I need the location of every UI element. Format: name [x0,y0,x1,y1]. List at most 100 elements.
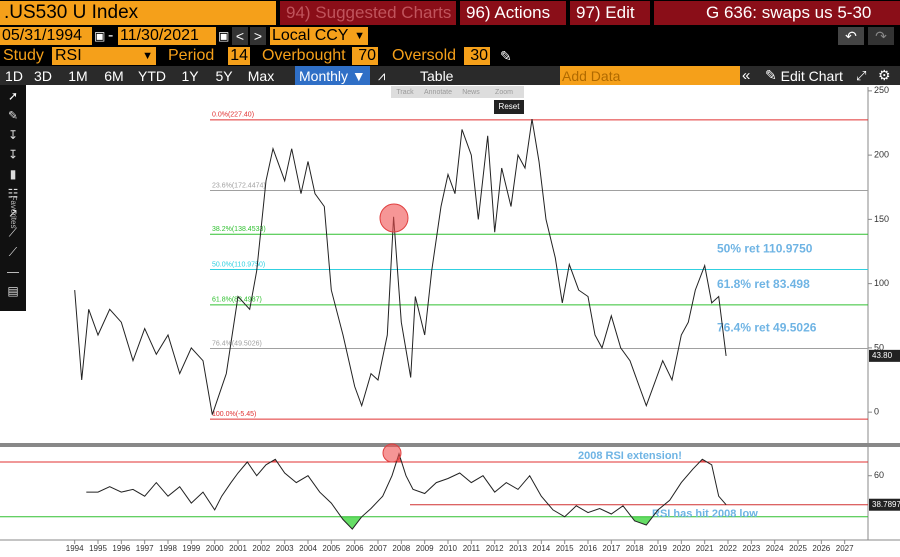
annotation: 2008 RSI extension! [578,450,682,462]
x-tick-label: 2008 [392,544,410,553]
tool-icon: ▤ [7,284,18,298]
frequency-select[interactable]: Monthly ▼ [295,66,370,85]
y-tick-label: 100 [874,278,889,288]
dropdown-arrow: ▼ [354,30,365,42]
y-tick-label: 250 [874,85,889,95]
x-tick-label: 1999 [182,544,200,553]
collapse-button[interactable]: « [742,67,751,84]
redo-button[interactable]: ↷ [868,27,894,45]
x-tick-label: 1997 [136,544,154,553]
x-tick-label: 2023 [742,544,760,553]
suggested-charts[interactable]: 94) Suggested Charts [280,1,456,25]
reset-button[interactable] [494,100,524,114]
tool-icon: ⟋ [9,226,18,240]
currency-select[interactable]: Local CCY ▼ [270,27,368,45]
study-label: Study [3,47,44,64]
last-value-label: 38.7897 [872,500,900,509]
settings-icon[interactable]: ⚙ [878,67,891,83]
x-tick-label: 1996 [112,544,130,553]
overlay-item: Zoom [495,89,513,96]
fib-level-label: 50.0%(110.9750) [212,261,265,268]
study-text: RSI [55,47,82,64]
reset-text: Reset [499,102,521,111]
dropdown-arrow: ▼ [142,50,153,62]
add-data-field[interactable]: Add Data [560,66,740,85]
y-tick-label: 60 [874,470,884,480]
table-button[interactable]: Table [420,67,454,84]
x-tick-label: 2011 [463,544,481,553]
tool-icon: — [7,265,19,279]
chart-background [0,85,900,557]
fib-level-label: 38.2%(138.4533) [212,226,266,233]
oversold-field[interactable]: 30 [464,47,490,65]
start-date[interactable]: 05/31/1994 [0,27,92,45]
favorites-label: Favorites [9,196,18,229]
period-button[interactable]: 1Y [181,67,199,84]
undo-button[interactable]: ↶ [838,27,864,45]
annotation: RSI has hit 2008 low [652,508,758,520]
overbought-field[interactable]: 70 [352,47,378,65]
overlay-item: News [462,89,480,96]
chart-type-icon[interactable]: ⩘ [378,67,386,83]
period-label: Period [168,47,215,64]
x-tick-label: 2016 [579,544,597,553]
date-separator: - [108,27,114,44]
x-tick-label: 2022 [719,544,737,553]
prev-button[interactable]: < [232,27,248,45]
edit-menu[interactable]: 97) Edit [570,1,650,25]
period-button[interactable]: YTD [138,67,166,84]
x-tick-label: 2021 [696,544,714,553]
tool-icon: ✎ [8,109,18,123]
x-tick-label: 2004 [299,544,317,553]
x-tick-label: 1995 [89,544,107,553]
period-field[interactable]: 14 [228,47,250,65]
x-tick-label: 2012 [486,544,504,553]
period-buttons: 1D 3D 1M 6M YTD 1Y 5Y Max [0,66,295,85]
x-tick-label: 2020 [672,544,690,553]
end-date[interactable]: 11/30/2021 [118,27,216,45]
overlay-item: Annotate [424,89,452,96]
x-tick-label: 1998 [159,544,177,553]
tool-icon: ⟋ [9,245,18,259]
period-button[interactable]: Max [247,67,275,84]
fib-level-label: 0.0%(227.40) [212,112,254,119]
tool-icon: ↗ [8,206,18,220]
fib-level-label: 23.6%(172.4474) [212,182,266,189]
overbought-label: Overbought [262,47,346,64]
next-button[interactable]: > [250,27,266,45]
tool-icon: ↧ [8,128,18,142]
pencil-icon[interactable]: ✎ [500,47,512,64]
x-tick-label: 2005 [322,544,340,553]
x-tick-label: 2010 [439,544,457,553]
x-tick-label: 2019 [649,544,667,553]
overlay-item: Track [396,89,414,96]
y-tick-label: 0 [874,407,879,417]
last-value-tag [869,498,900,511]
highlight-circle [379,203,409,233]
period-button[interactable]: 5Y [215,67,233,84]
panel-divider [0,443,900,447]
calendar-icon[interactable]: ▣ [218,29,230,43]
x-tick-label: 2003 [276,544,294,553]
x-tick-label: 2026 [812,544,830,553]
period-button[interactable]: 1D [5,67,23,84]
x-tick-label: 2015 [556,544,574,553]
actions-menu[interactable]: 96) Actions [460,1,566,25]
ticker-field[interactable]: .US530 U Index [0,1,276,25]
last-value-label: 43.80 [872,351,893,360]
edit-icon: ✎ [765,67,781,83]
study-select[interactable]: RSI ▼ [52,47,156,65]
calendar-icon[interactable]: ▣ [94,29,106,43]
tool-icon: ☷ [8,187,19,201]
last-value-tag [869,349,900,362]
tool-column [0,85,26,311]
period-button[interactable]: 1M [68,67,88,84]
period-button[interactable]: 6M [104,67,124,84]
edit-chart-button[interactable]: ✎ Edit Chart [765,66,855,85]
x-tick-label: 2013 [509,544,527,553]
chart-area: Reset Favorites Track Annotate News Zoom ➚ ✎ ↧… [0,85,900,557]
period-button[interactable]: 3D [34,67,52,84]
x-tick-label: 2014 [532,544,550,553]
resize-icon[interactable]: ⤢ [856,67,867,83]
retracement-note: 61.8% ret 83.498 [717,277,810,291]
